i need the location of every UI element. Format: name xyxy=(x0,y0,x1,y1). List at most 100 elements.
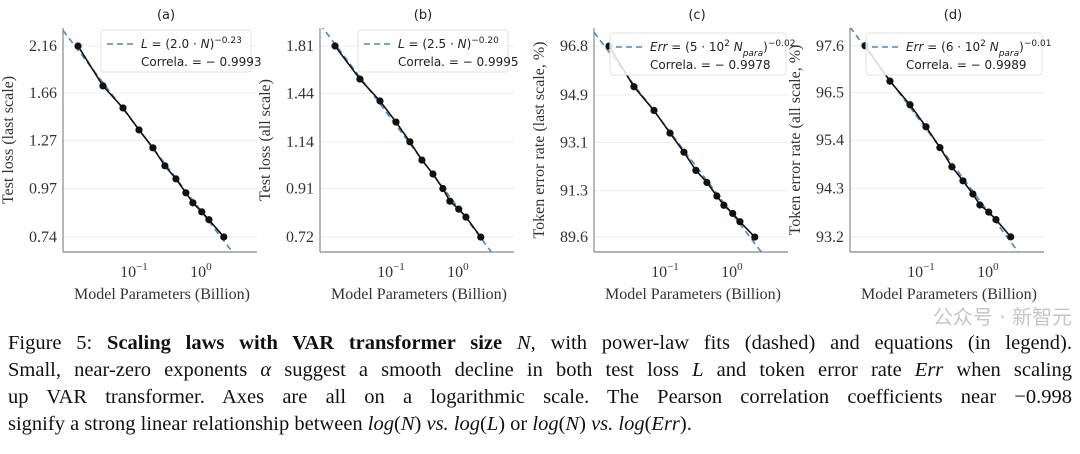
equation-part: −0.23 xyxy=(214,36,242,46)
caption-segment: ( xyxy=(480,413,487,435)
x-tick-exp: −1 xyxy=(667,261,679,273)
equation-part: ) xyxy=(210,37,215,51)
caption-segment: log xyxy=(618,413,645,435)
equation-part: ) xyxy=(763,40,768,54)
legend-correlation: Correla. = − 0.9978 xyxy=(650,58,771,72)
x-tick-exp: −1 xyxy=(923,261,935,273)
data-point xyxy=(429,170,437,178)
equation-part: −0.01 xyxy=(1024,39,1052,49)
x-tick-base: 10 xyxy=(377,264,393,281)
equation-part: −0.02 xyxy=(768,39,796,49)
data-point xyxy=(630,83,638,91)
chart-panel-c: 96.894.993.191.389.610−1 100(c)Model Para… xyxy=(531,8,795,303)
y-tick-label: 1.44 xyxy=(286,85,314,102)
legend-box xyxy=(100,29,252,73)
data-point xyxy=(189,199,197,207)
data-point xyxy=(392,118,400,126)
x-tick-label: 10−1 xyxy=(377,261,405,281)
data-point xyxy=(172,175,180,183)
y-tick-label: 1.27 xyxy=(29,133,57,150)
caption-segment: α xyxy=(260,359,272,381)
x-tick-exp: 0 xyxy=(463,261,469,273)
y-axis-label: Test loss (all scale) xyxy=(257,79,274,201)
equation-part: 2 xyxy=(980,39,986,49)
equation-part: 2 xyxy=(724,39,730,49)
equation-part: = (2.5 · xyxy=(405,37,458,51)
data-point xyxy=(376,97,384,105)
y-tick-label: 1.14 xyxy=(286,134,314,151)
chart-panel-d: 97.696.595.494.393.210−1 100(d)Model Para… xyxy=(787,8,1051,303)
panel-title: (c) xyxy=(688,8,705,23)
equation-part: −0.20 xyxy=(471,36,499,46)
y-tick-label: 2.16 xyxy=(29,38,57,55)
data-point xyxy=(992,215,1000,224)
data-point xyxy=(406,138,414,146)
x-tick-label: 100 xyxy=(977,261,999,281)
x-tick-exp: 0 xyxy=(737,261,743,273)
data-point xyxy=(906,101,914,109)
caption-segment: N xyxy=(502,332,531,354)
x-axis-label: Model Parameters (Billion) xyxy=(74,286,250,303)
data-point xyxy=(418,156,426,164)
panel-title: (d) xyxy=(944,8,962,23)
x-tick-exp: 0 xyxy=(206,261,212,273)
caption-segment: ( xyxy=(394,413,401,435)
data-point xyxy=(331,42,339,50)
caption-segment: signify a strong linear relationship bet… xyxy=(8,413,368,435)
data-point xyxy=(736,218,744,226)
x-tick-base: 10 xyxy=(120,264,136,281)
legend-box xyxy=(609,32,787,76)
caption-segment: ( xyxy=(558,413,566,435)
legend: L = (2.5 · N)−0.20 Correla. = − 0.9995 xyxy=(357,29,519,73)
data-point xyxy=(205,216,213,224)
caption-line: Figure 5: Scaling laws with VAR transfor… xyxy=(8,330,1072,357)
data-point xyxy=(886,77,894,85)
data-point xyxy=(985,208,993,216)
data-point xyxy=(119,104,127,112)
equation-part: Err xyxy=(650,40,669,54)
data-point xyxy=(692,166,700,174)
watermark: 公众号 · 新智元 xyxy=(932,305,1072,329)
equation-part: N xyxy=(730,40,743,54)
equation-part: N xyxy=(201,37,210,51)
data-point xyxy=(446,197,454,205)
x-tick-label: 10−1 xyxy=(120,261,148,281)
caption-segment: N xyxy=(565,413,580,435)
data-point xyxy=(74,42,82,50)
y-tick-label: 94.3 xyxy=(816,180,844,197)
x-tick-base: 10 xyxy=(447,264,463,281)
y-tick-label: 93.2 xyxy=(816,229,844,246)
x-axis-label: Model Parameters (Billion) xyxy=(861,286,1037,303)
caption-segment: Err xyxy=(651,413,680,435)
data-point xyxy=(182,189,190,197)
caption-segment: Err xyxy=(914,359,944,381)
caption-segment: ) xyxy=(414,413,427,435)
caption-segment: ( xyxy=(644,413,652,435)
data-point xyxy=(161,162,169,170)
y-tick-label: 95.4 xyxy=(816,132,844,149)
y-axis-label: Token error rate (last scale, %) xyxy=(531,42,548,239)
y-tick-label: 0.97 xyxy=(29,181,57,198)
y-tick-label: 94.9 xyxy=(560,87,588,104)
data-point xyxy=(455,205,463,213)
equation-part: ) xyxy=(467,37,472,51)
equation-part: para xyxy=(742,49,763,59)
legend: L = (2.0 · N)−0.23 Correla. = − 0.9993 xyxy=(100,29,262,73)
legend-fit-equation: Err = (5 · 102 Npara)−0.02 xyxy=(650,39,795,59)
x-tick-exp: −1 xyxy=(136,261,148,273)
caption-segment: L xyxy=(692,359,704,381)
data-point xyxy=(969,190,977,198)
x-tick-exp: 0 xyxy=(993,261,999,273)
equation-part: = (6 · 10 xyxy=(923,40,980,54)
equation-part: Err xyxy=(906,40,925,54)
y-tick-label: 89.6 xyxy=(560,229,588,246)
equation-part: L xyxy=(398,37,405,51)
legend-box xyxy=(357,29,509,73)
equation-part: N xyxy=(458,37,467,51)
caption-segment: ) xyxy=(579,413,592,435)
caption-line: signify a strong linear relationship bet… xyxy=(8,411,1072,438)
caption-segment: ). xyxy=(679,413,692,435)
y-tick-label: 97.6 xyxy=(816,38,844,55)
y-tick-label: 96.5 xyxy=(816,85,844,102)
